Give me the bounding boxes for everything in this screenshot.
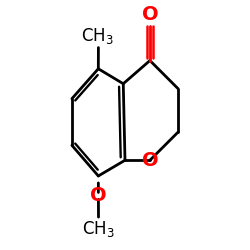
Text: CH$_3$: CH$_3$ — [81, 26, 114, 46]
Text: O: O — [142, 6, 158, 25]
Text: CH$_3$: CH$_3$ — [82, 219, 115, 239]
Text: O: O — [90, 186, 107, 206]
Text: O: O — [142, 151, 158, 170]
